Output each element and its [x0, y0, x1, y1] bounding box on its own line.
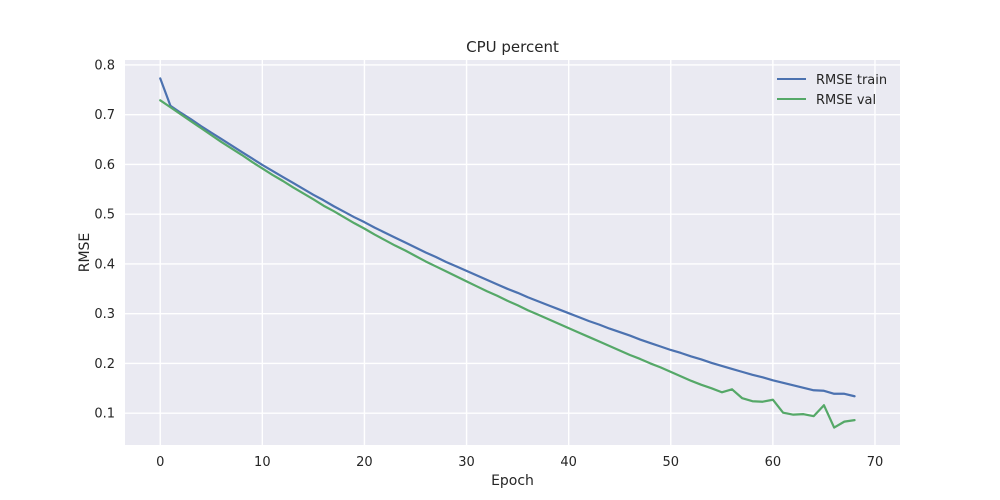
x-tick-label: 50 [662, 455, 679, 470]
legend-label-rmse-train: RMSE train [816, 73, 887, 88]
y-tick-label: 0.3 [94, 307, 115, 322]
x-axis-label: Epoch [491, 473, 534, 489]
x-tick-label: 30 [458, 455, 475, 470]
y-tick-labels: 0.1 0.2 0.3 0.4 0.5 0.6 0.7 0.8 [94, 58, 115, 421]
y-tick-label: 0.4 [94, 257, 115, 272]
y-tick-label: 0.8 [94, 58, 115, 73]
series-line-rmse-train [159, 77, 856, 398]
x-tick-label: 0 [156, 455, 164, 470]
y-tick-label: 0.7 [94, 108, 115, 123]
x-tick-label: 60 [765, 455, 782, 470]
chart-title: CPU percent [466, 38, 559, 56]
y-tick-label: 0.2 [94, 357, 115, 372]
y-tick-label: 0.6 [94, 158, 115, 173]
series-lines [159, 77, 856, 429]
plot-background [125, 60, 900, 445]
x-tick-label: 40 [560, 455, 577, 470]
x-tick-label: 70 [867, 455, 884, 470]
x-tick-label: 10 [254, 455, 271, 470]
series-line-rmse-val [159, 99, 856, 429]
grid-lines [125, 60, 900, 445]
y-tick-label: 0.1 [94, 407, 115, 422]
x-tick-labels: 0 10 20 30 40 50 60 70 [156, 455, 883, 470]
y-tick-label: 0.5 [94, 208, 115, 223]
legend: RMSE train RMSE val [777, 73, 887, 108]
y-axis-label: RMSE [77, 233, 93, 273]
x-tick-label: 20 [356, 455, 373, 470]
legend-label-rmse-val: RMSE val [816, 93, 876, 108]
